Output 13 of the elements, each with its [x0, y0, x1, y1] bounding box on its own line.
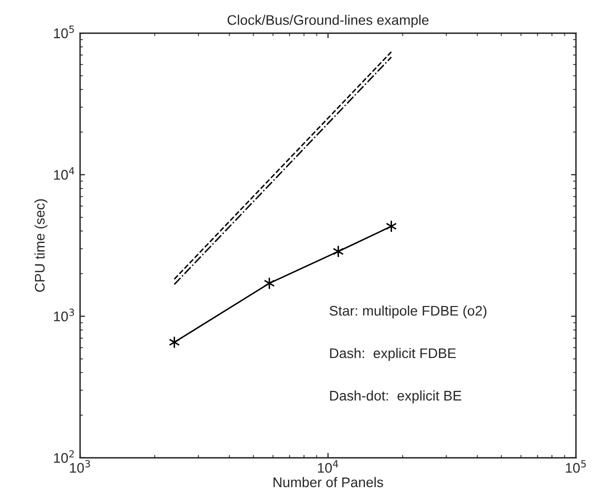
y-tick-label: 10$^{5}$ [54, 26, 74, 38]
y-tick-label: 10$^{2}$ [54, 450, 74, 463]
x-axis-title: Number of Panels [274, 477, 384, 488]
chart-title: Clock/Bus/Ground-lines example [228, 14, 429, 28]
annotation: Dash-dot: explicit BE [330, 390, 462, 404]
x-tick-label: 10$^{5}$ [566, 460, 586, 473]
x-tick-label: 10$^{3}$ [70, 460, 90, 473]
y-tick-label: 10$^{4}$ [54, 167, 74, 180]
x-tick-label: 10$^{4}$ [318, 460, 338, 473]
y-tick-label: 10$^{3}$ [54, 308, 74, 322]
annotation: Star: multipole FDBE (o2) [330, 305, 486, 318]
y-axis-title: CPU time (sec) [34, 199, 48, 292]
annotation: Dash: explicit FDBE [330, 348, 456, 361]
